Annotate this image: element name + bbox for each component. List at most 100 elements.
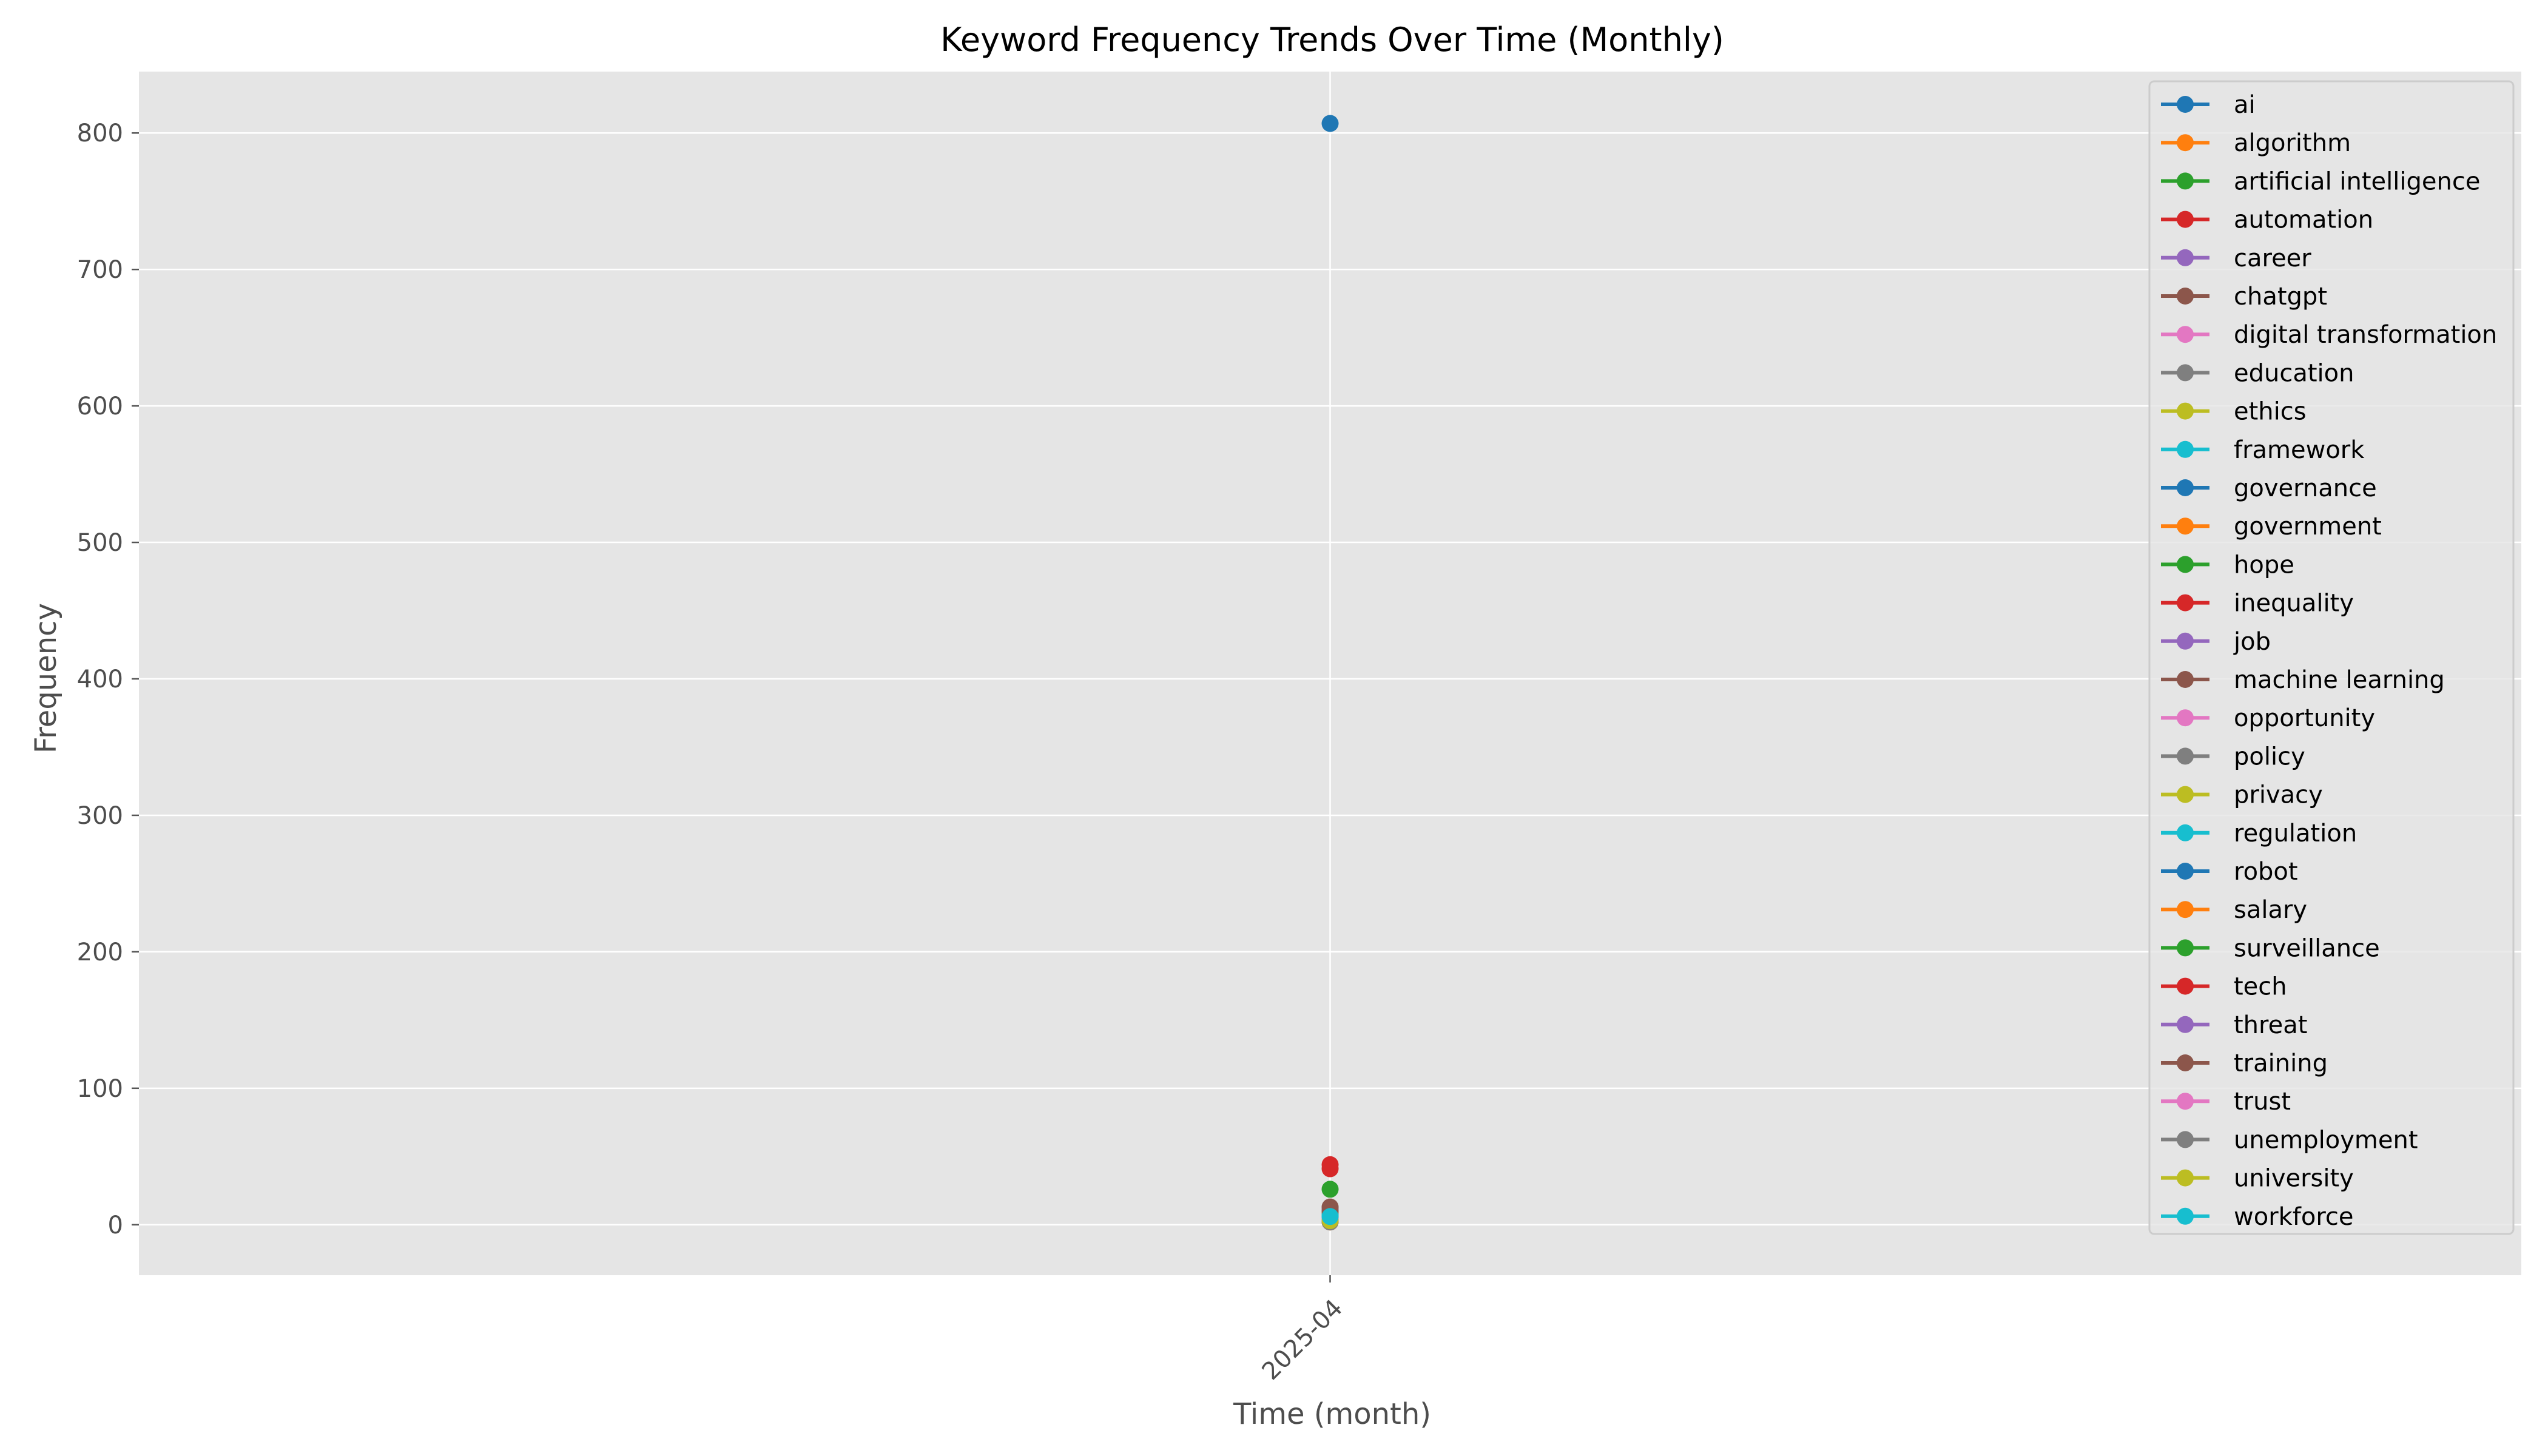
y-tick-label: 400 [77, 666, 123, 693]
legend-label: trust [2234, 1088, 2291, 1116]
legend-item: trust [2161, 1088, 2291, 1116]
legend-label: surveillance [2234, 934, 2380, 962]
legend-item: career [2161, 244, 2311, 272]
legend-label: privacy [2234, 781, 2323, 809]
legend-swatch-marker [2177, 1131, 2194, 1148]
gridlines [139, 72, 2521, 1275]
legend-label: unemployment [2234, 1126, 2418, 1154]
legend-item: regulation [2161, 820, 2357, 848]
y-axis-ticks: 0 100 200 300 400 500 600 700 800 [77, 120, 139, 1239]
legend-swatch-marker [2177, 1093, 2194, 1110]
legend-item: education [2161, 359, 2354, 387]
legend-swatch-marker [2177, 479, 2194, 496]
legend-label: machine learning [2234, 666, 2445, 694]
legend-swatch-marker [2177, 786, 2194, 803]
legend-swatch-marker [2177, 249, 2194, 266]
legend-label: artificial intelligence [2234, 167, 2480, 195]
legend-item: governance [2161, 474, 2377, 502]
legend-swatch-marker [2177, 747, 2194, 765]
legend-label: education [2234, 359, 2354, 387]
legend-item: workforce [2161, 1203, 2354, 1231]
legend-label: government [2234, 513, 2382, 541]
legend-label: opportunity [2234, 704, 2375, 732]
legend-swatch-marker [2177, 1016, 2194, 1033]
y-axis-label: Frequency [29, 603, 63, 753]
legend-item: policy [2161, 743, 2305, 770]
legend-item: framework [2161, 436, 2365, 464]
legend-item: threat [2161, 1011, 2307, 1039]
legend-item: university [2161, 1165, 2354, 1193]
legend-label: automation [2234, 206, 2373, 234]
legend-item: surveillance [2161, 934, 2380, 962]
legend-swatch-marker [2177, 1169, 2194, 1187]
legend-item: algorithm [2161, 129, 2351, 157]
y-tick-label: 600 [77, 393, 123, 420]
legend-item: hope [2161, 551, 2294, 579]
legend-swatch-marker [2177, 939, 2194, 957]
legend-item: salary [2161, 896, 2307, 924]
legend-swatch-marker [2177, 326, 2194, 343]
legend-swatch-marker [2177, 671, 2194, 688]
legend-label: career [2234, 244, 2311, 272]
legend-swatch-marker [2177, 402, 2194, 420]
y-tick-label: 0 [108, 1212, 123, 1239]
legend-swatch-marker [2177, 901, 2194, 918]
series-artificial-intelligence [1321, 1181, 1339, 1198]
legend-label: salary [2234, 896, 2307, 924]
legend-swatch-marker [2177, 977, 2194, 995]
legend-item: chatgpt [2161, 283, 2327, 311]
legend-label: inequality [2234, 590, 2354, 618]
legend-label: regulation [2234, 820, 2357, 848]
data-series [1321, 115, 1339, 1231]
legend-swatch-marker [2177, 211, 2194, 228]
legend-swatch-marker [2177, 517, 2194, 535]
legend-swatch-marker [2177, 632, 2194, 650]
legend-label: threat [2234, 1011, 2307, 1039]
legend-item: opportunity [2161, 704, 2375, 732]
legend-swatch-marker [2177, 134, 2194, 152]
legend-item: artificial intelligence [2161, 167, 2480, 195]
legend-label: training [2234, 1050, 2328, 1077]
series-ai [1321, 115, 1339, 132]
data-point [1321, 1208, 1339, 1225]
legend-label: digital transformation [2234, 321, 2497, 349]
legend-swatch-marker [2177, 863, 2194, 880]
y-tick-label: 800 [77, 120, 123, 147]
legend-item: ai [2161, 91, 2256, 119]
legend-label: governance [2234, 474, 2377, 502]
legend-item: machine learning [2161, 666, 2445, 694]
legend-label: policy [2234, 743, 2305, 770]
legend-item: robot [2161, 858, 2298, 886]
legend-label: hope [2234, 551, 2294, 579]
data-point [1321, 1181, 1339, 1198]
data-point [1321, 115, 1339, 132]
y-tick-label: 700 [77, 256, 123, 284]
legend-item: digital transformation [2161, 321, 2497, 349]
legend-swatch-marker [2177, 1207, 2194, 1225]
legend-item: inequality [2161, 590, 2354, 618]
legend-swatch-marker [2177, 1054, 2194, 1071]
legend-item: ethics [2161, 398, 2307, 426]
legend-swatch-marker [2177, 824, 2194, 841]
legend-swatch-marker [2177, 440, 2194, 458]
legend-swatch-marker [2177, 594, 2194, 612]
legend-label: tech [2234, 973, 2287, 1001]
legend-swatch-marker [2177, 709, 2194, 727]
legend-swatch-marker [2177, 96, 2194, 113]
y-tick-label: 100 [77, 1075, 123, 1103]
legend-label: chatgpt [2234, 283, 2327, 311]
legend-label: algorithm [2234, 129, 2351, 157]
data-point [1321, 1156, 1339, 1173]
y-tick-label: 500 [77, 529, 123, 557]
legend-label: workforce [2234, 1203, 2354, 1231]
legend-item: unemployment [2161, 1126, 2418, 1154]
series-tech [1321, 1156, 1339, 1173]
legend-label: ai [2234, 91, 2256, 119]
legend-item: automation [2161, 206, 2373, 234]
chart-title: Keyword Frequency Trends Over Time (Mont… [940, 21, 1724, 59]
legend-label: university [2234, 1165, 2354, 1193]
y-tick-label: 300 [77, 802, 123, 830]
x-axis-label: Time (month) [1233, 1397, 1431, 1431]
y-tick-label: 200 [77, 939, 123, 966]
